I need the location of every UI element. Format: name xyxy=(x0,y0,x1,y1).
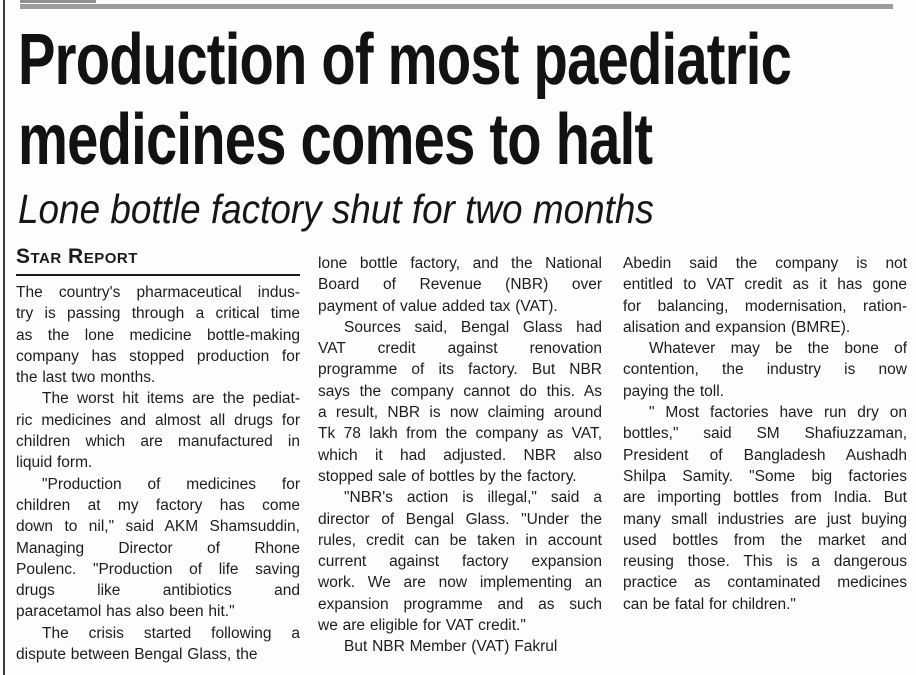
article-line: down to nil," said AKM Shamsuddin, xyxy=(16,518,300,536)
article-line: contention, the industry is now xyxy=(623,361,907,379)
article-line: " Most factories have run dry on xyxy=(649,404,907,422)
article-line: for balancing, modernisation, ration- xyxy=(623,297,907,315)
article-line: Board of Revenue (NBR) over xyxy=(318,276,602,294)
article-line: ric medicines and almost all drugs for xyxy=(16,411,300,429)
article-line: Sources said, Bengal Glass had xyxy=(344,318,602,336)
article-line: we are eligible for VAT credit." xyxy=(318,617,526,635)
article-line: the last two months. xyxy=(16,369,156,387)
article-line: children at my factory has come xyxy=(16,496,300,514)
article-line: drugs like antibiotics and xyxy=(16,582,300,600)
article-line: Managing Director of Rhone xyxy=(16,539,300,557)
article-line: bottles," said SM Shafiuzzaman, xyxy=(623,425,907,443)
headline-text-1: Production of most paediatric xyxy=(18,20,792,100)
article-line: dispute between Bengal Glass, the xyxy=(16,646,258,664)
headline-line-1: Production of most paediatric xyxy=(18,20,916,100)
article-line: The worst hit items are the pediat- xyxy=(42,390,300,408)
article-line: alisation and expansion (BMRE). xyxy=(623,318,851,336)
article-line: many small industries are just buying xyxy=(623,510,907,528)
article-line: Abedin said the company is not xyxy=(623,255,907,272)
article-line: company has stopped production for xyxy=(16,347,300,365)
byline-text: Star Report xyxy=(16,245,138,268)
article-line: entitled to VAT credit as it has gone xyxy=(623,276,907,294)
article-line: Shilpa Samity. "Some big factories xyxy=(623,467,907,485)
article-line: children which are manufactured in xyxy=(16,433,300,451)
subheadline-text: Lone bottle factory shut for two months xyxy=(18,186,654,232)
article-column-1: The country's pharmaceutical indus-try i… xyxy=(16,282,300,665)
article-line: as the lone medicine bottle-making xyxy=(16,326,300,344)
article-line: practice as contaminated medicines xyxy=(623,574,907,592)
article-line: "Production of medicines for xyxy=(42,475,300,493)
article-line: are importing bottles from India. But xyxy=(623,489,907,507)
article-line: lone bottle factory, and the National xyxy=(318,255,602,272)
article-line: "NBR's action is illegal," said a xyxy=(344,489,602,507)
article-line: stopped sale of bottles by the factory. xyxy=(318,467,577,485)
article-line: work. We are now implementing an xyxy=(318,574,602,592)
masthead-rule xyxy=(20,4,893,9)
article-line: The crisis started following a xyxy=(42,624,300,642)
article-line: try is passing through a critical time xyxy=(16,305,300,323)
article-line: says the company cannot do this. As xyxy=(318,382,602,400)
subheadline: Lone bottle factory shut for two months xyxy=(18,186,725,232)
article-line: programme of its factory. But NBR xyxy=(318,361,602,379)
article-column-2: lone bottle factory, and the National Boa… xyxy=(318,253,602,658)
article-line: President of Bangladesh Aushadh xyxy=(623,446,907,464)
article-line: can be fatal for children." xyxy=(623,595,796,613)
article-line: expansion programme and as such xyxy=(318,595,602,613)
article-line: paracetamol has also been hit." xyxy=(16,603,235,621)
article-line: The country's pharmaceutical indus- xyxy=(16,284,300,301)
article-line: paying the toll. xyxy=(623,382,724,400)
article-column-3: Abedin said the company is not entitled t… xyxy=(623,253,907,615)
article-line: Poulenc. "Production of life saving xyxy=(16,560,300,578)
article-line: director of Bengal Glass. "Under the xyxy=(318,510,602,528)
article-line: Tk 78 lakh from the company as VAT, xyxy=(318,425,602,443)
article-line: Whatever may be the bone of xyxy=(649,340,907,358)
scan-artifact-top xyxy=(20,0,96,3)
article-line: payment of value added tax (VAT). xyxy=(318,297,558,315)
headline-text-2: medicines comes to halt xyxy=(18,100,653,180)
headline-line-2: medicines comes to halt xyxy=(18,100,916,180)
article-line: rules, credit can be taken in account xyxy=(318,531,602,549)
column-rule-left xyxy=(3,0,5,675)
article-line: reusing those. This is a dangerous xyxy=(623,553,907,571)
byline: Star Report xyxy=(16,245,300,276)
article-line: used bottles from the market and xyxy=(623,531,907,549)
article-line: current against factory expansion xyxy=(318,553,602,571)
article-line: VAT credit against renovation xyxy=(318,340,602,358)
article-line: which it had adjusted. NBR also xyxy=(318,446,602,464)
article-line: a result, NBR is now claiming around xyxy=(318,404,602,422)
article-line: But NBR Member (VAT) Fakrul xyxy=(344,638,558,656)
headline: Production of most paediatric medicines … xyxy=(18,20,916,180)
article-line: liquid form. xyxy=(16,454,93,472)
